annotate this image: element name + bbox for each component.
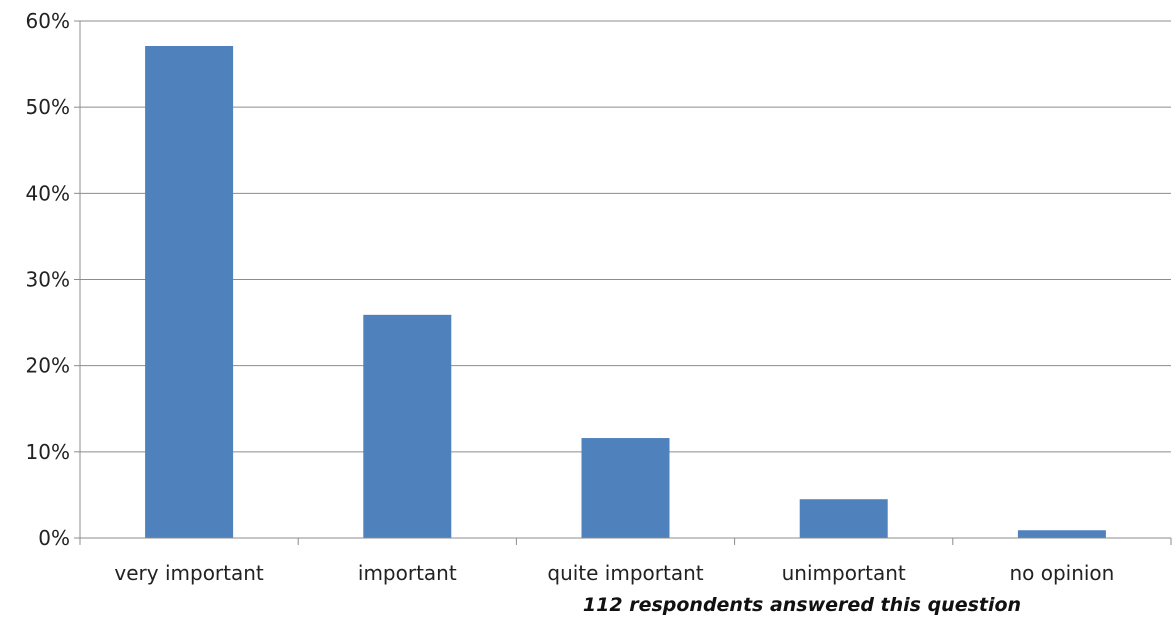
bar (581, 438, 670, 538)
y-tick-label: 20% (26, 354, 70, 378)
bar (799, 499, 888, 538)
bar (1017, 530, 1106, 538)
y-tick-label: 50% (26, 95, 70, 119)
bar (363, 314, 452, 538)
x-tick-label: unimportant (782, 561, 906, 585)
respondents-note: 112 respondents answered this question (583, 594, 1021, 616)
x-tick-label: important (358, 561, 457, 585)
gridlines (80, 20, 1171, 453)
x-tick-label: very important (114, 561, 264, 585)
y-tick-label: 30% (26, 268, 70, 292)
bars (145, 45, 1106, 538)
x-tick-label: quite important (547, 561, 703, 585)
x-tick-label: no opinion (1009, 561, 1114, 585)
y-tick-label: 60% (26, 9, 70, 33)
bar (145, 45, 234, 538)
y-tick-label: 10% (26, 440, 70, 464)
y-tick-label: 40% (26, 181, 70, 205)
axes (74, 20, 1172, 545)
y-tick-label: 0% (38, 526, 70, 550)
labels: 0% 10% 20% 30% 40% 50% 60% very important import… (26, 9, 1115, 585)
